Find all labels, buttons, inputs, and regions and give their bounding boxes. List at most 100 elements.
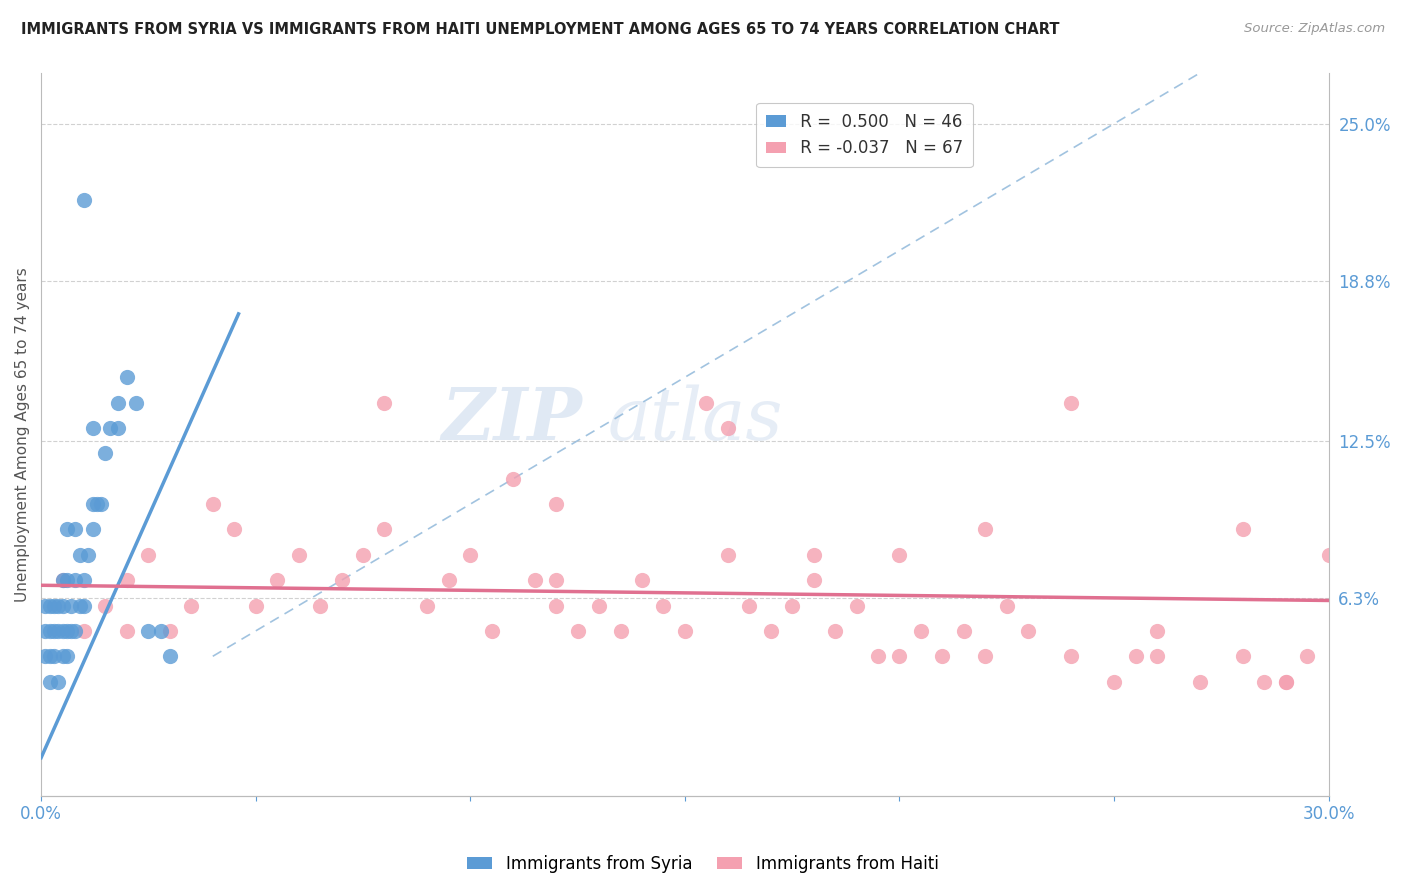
Point [416, 599, 439, 613]
Point [42, 649, 65, 664]
Point [38, 649, 60, 664]
Point [567, 624, 589, 638]
Point [46, 674, 69, 689]
Point [60, 624, 83, 638]
Point [1274, 674, 1296, 689]
Point [1253, 674, 1275, 689]
Point [86, 497, 108, 511]
Point [38, 624, 60, 638]
Point [56, 649, 79, 664]
Point [523, 573, 546, 587]
Point [889, 548, 911, 562]
Point [124, 395, 146, 409]
Point [931, 649, 953, 664]
Point [330, 573, 353, 587]
Point [38, 674, 60, 689]
Point [52, 624, 75, 638]
Point [34, 649, 56, 664]
Point [56, 573, 79, 587]
Point [609, 624, 631, 638]
Text: ZIP: ZIP [441, 384, 582, 456]
Text: atlas: atlas [607, 384, 783, 455]
Point [373, 523, 395, 537]
Point [759, 624, 782, 638]
Point [245, 599, 267, 613]
Point [46, 624, 69, 638]
Point [995, 599, 1018, 613]
Point [437, 573, 460, 587]
Point [150, 624, 173, 638]
Point [1060, 395, 1083, 409]
Point [56, 523, 79, 537]
Point [953, 624, 976, 638]
Point [73, 624, 96, 638]
Point [1232, 523, 1254, 537]
Point [974, 523, 997, 537]
Point [546, 497, 568, 511]
Point [73, 599, 96, 613]
Point [94, 446, 117, 460]
Point [1017, 624, 1039, 638]
Point [824, 624, 846, 638]
Point [352, 548, 374, 562]
Point [546, 599, 568, 613]
Point [224, 523, 246, 537]
Point [52, 599, 75, 613]
Point [38, 599, 60, 613]
Point [588, 599, 610, 613]
Point [82, 497, 104, 511]
Point [69, 548, 91, 562]
Point [46, 599, 69, 613]
Point [695, 395, 717, 409]
Y-axis label: Unemployment Among Ages 65 to 74 years: Unemployment Among Ages 65 to 74 years [15, 267, 30, 602]
Point [1125, 649, 1147, 664]
Point [631, 573, 654, 587]
Point [287, 548, 309, 562]
Point [1232, 649, 1254, 664]
Point [974, 649, 997, 664]
Text: Source: ZipAtlas.com: Source: ZipAtlas.com [1244, 22, 1385, 36]
Point [717, 548, 740, 562]
Point [1102, 674, 1125, 689]
Point [803, 548, 825, 562]
Point [73, 573, 96, 587]
Point [673, 624, 696, 638]
Point [52, 573, 75, 587]
Point [138, 548, 160, 562]
Point [866, 649, 889, 664]
Point [373, 395, 395, 409]
Point [107, 421, 129, 435]
Point [42, 599, 65, 613]
Point [1274, 674, 1296, 689]
Point [115, 573, 138, 587]
Point [77, 548, 100, 562]
Point [52, 649, 75, 664]
Point [90, 497, 112, 511]
Legend:  R =  0.500   N = 46,  R = -0.037   N = 67: R = 0.500 N = 46, R = -0.037 N = 67 [756, 103, 973, 168]
Point [266, 573, 288, 587]
Point [115, 624, 138, 638]
Point [481, 624, 503, 638]
Point [115, 370, 138, 384]
Point [138, 624, 160, 638]
Point [73, 193, 96, 207]
Point [458, 548, 481, 562]
Point [65, 573, 87, 587]
Point [309, 599, 332, 613]
Point [107, 395, 129, 409]
Text: IMMIGRANTS FROM SYRIA VS IMMIGRANTS FROM HAITI UNEMPLOYMENT AMONG AGES 65 TO 74 : IMMIGRANTS FROM SYRIA VS IMMIGRANTS FROM… [21, 22, 1060, 37]
Point [1146, 649, 1168, 664]
Point [1296, 649, 1319, 664]
Point [717, 421, 740, 435]
Point [34, 624, 56, 638]
Point [738, 599, 761, 613]
Point [780, 599, 803, 613]
Point [65, 624, 87, 638]
Point [42, 624, 65, 638]
Point [56, 624, 79, 638]
Point [652, 599, 675, 613]
Point [180, 599, 202, 613]
Legend: Immigrants from Syria, Immigrants from Haiti: Immigrants from Syria, Immigrants from H… [461, 848, 945, 880]
Point [910, 624, 932, 638]
Point [82, 523, 104, 537]
